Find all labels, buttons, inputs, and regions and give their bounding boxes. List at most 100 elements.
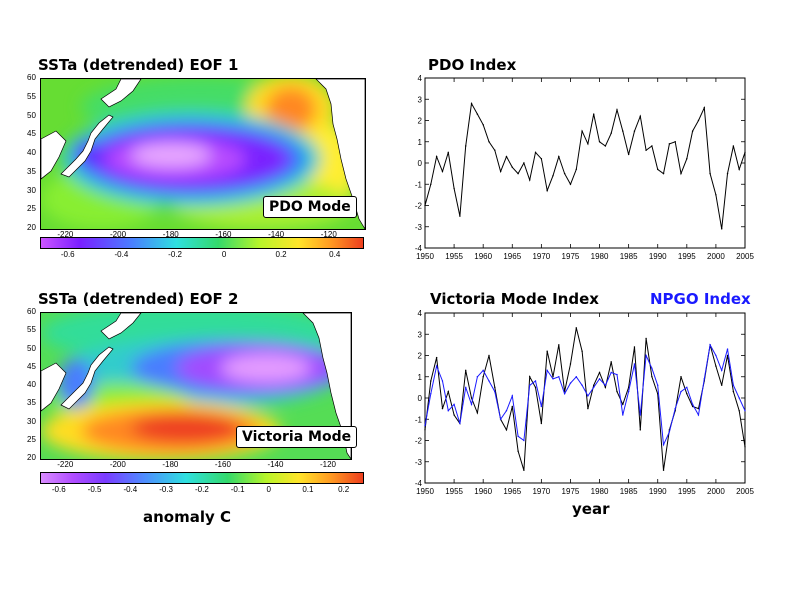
y-tick-label: 1 — [418, 138, 423, 147]
data-point — [691, 405, 694, 408]
data-point — [488, 141, 490, 143]
x-tick-label: 1960 — [474, 487, 492, 496]
data-point — [499, 170, 502, 173]
lon-tick: -220 — [57, 230, 74, 239]
pdo-title: PDO Index — [428, 56, 517, 74]
data-point — [441, 380, 444, 382]
lon-tick: -120 — [320, 230, 337, 239]
data-point — [482, 369, 484, 372]
data-point — [494, 149, 496, 151]
data-point — [686, 386, 688, 389]
data-point — [616, 390, 618, 393]
colorbar-tick: -0.4 — [114, 250, 129, 259]
x-tick-label: 1960 — [474, 252, 492, 261]
data-point — [738, 397, 740, 399]
data-point — [604, 386, 607, 389]
lon-tick: -140 — [267, 460, 284, 469]
x-tick-label: 1965 — [503, 252, 521, 261]
data-point — [470, 403, 473, 406]
lon-tick: -180 — [162, 230, 179, 239]
data-point — [558, 376, 560, 378]
data-point — [453, 414, 455, 416]
data-point — [674, 407, 676, 410]
data-point — [657, 384, 659, 386]
plot-frame — [424, 77, 746, 249]
data-point — [668, 431, 671, 433]
x-tick-label: 1985 — [620, 252, 638, 261]
data-point — [721, 384, 723, 386]
data-point — [581, 130, 583, 132]
x-tick-label: 1950 — [416, 252, 434, 261]
lat-tick: 40 — [27, 380, 36, 389]
data-point — [598, 371, 601, 374]
data-point — [505, 429, 508, 431]
data-point — [488, 354, 490, 357]
data-point — [697, 119, 700, 122]
y-tick-label: -2 — [415, 437, 423, 446]
data-point — [587, 143, 589, 145]
colorbar-tick: -0.4 — [123, 485, 138, 494]
data-point — [465, 145, 467, 147]
eof2-map — [40, 312, 352, 460]
data-point — [581, 384, 583, 386]
data-point — [494, 390, 496, 393]
data-point — [505, 155, 508, 158]
eof1-map — [40, 78, 366, 230]
x-tick-label: 1970 — [532, 252, 550, 261]
data-point — [441, 170, 444, 173]
data-point — [633, 346, 636, 348]
data-point — [633, 363, 636, 365]
victoria-mode-label: Victoria Mode — [236, 426, 358, 448]
data-point — [494, 386, 496, 389]
data-point — [622, 414, 624, 416]
x-tick-label: 1975 — [562, 252, 580, 261]
colorbar-tick: -0.3 — [159, 485, 174, 494]
series-line-0 — [424, 327, 746, 471]
data-point — [430, 183, 432, 185]
data-point — [616, 373, 618, 376]
data-point — [482, 124, 484, 126]
eof1-colorbar — [40, 237, 364, 249]
data-point — [430, 393, 432, 395]
data-point — [430, 380, 432, 382]
data-point — [569, 382, 572, 384]
data-point — [424, 424, 426, 427]
data-point — [680, 172, 682, 175]
colorbar-tick: -0.2 — [168, 250, 182, 259]
data-point — [744, 151, 746, 154]
data-point — [610, 371, 612, 374]
lat-tick: 50 — [27, 110, 36, 120]
data-point — [523, 162, 525, 164]
data-point — [593, 384, 595, 386]
lat-tick: 35 — [27, 166, 36, 176]
data-point — [697, 407, 700, 410]
data-point — [593, 113, 595, 115]
y-tick-label: -2 — [415, 202, 423, 211]
data-point — [523, 439, 525, 442]
data-point — [540, 405, 543, 408]
colorbar-tick: -0.5 — [87, 485, 102, 494]
data-point — [627, 390, 630, 393]
data-point — [691, 403, 694, 406]
data-point — [453, 187, 455, 190]
data-point — [726, 348, 729, 350]
colorbar-tick: 0.2 — [338, 485, 350, 494]
data-point — [563, 393, 566, 395]
lat-tick: 45 — [27, 361, 36, 371]
data-point — [610, 132, 612, 134]
data-point — [569, 363, 572, 365]
lon-tick: -220 — [57, 460, 74, 469]
lat-tick: 50 — [27, 343, 36, 353]
y-tick-label: 4 — [418, 74, 423, 83]
data-point — [505, 410, 508, 412]
data-point — [482, 376, 484, 378]
y-tick-label: 3 — [418, 95, 423, 104]
x-tick-label: 2000 — [707, 252, 725, 261]
x-tick-label: 2000 — [707, 487, 725, 496]
data-point — [435, 365, 438, 367]
colorbar-tick: -0.2 — [195, 485, 209, 494]
y-tick-label: -3 — [415, 223, 423, 232]
data-point — [529, 384, 531, 386]
data-point — [534, 386, 537, 389]
